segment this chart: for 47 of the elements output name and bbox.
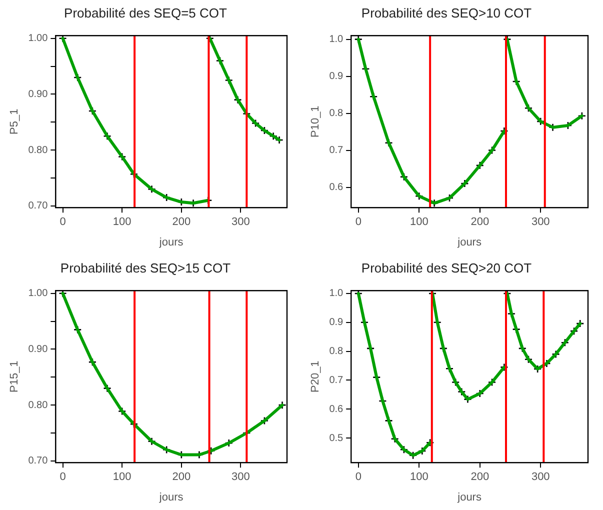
chart-title: Probabilité des SEQ>20 COT — [361, 260, 532, 276]
x-tick-label: 0 — [60, 216, 66, 228]
x-tick-label: 200 — [172, 216, 191, 228]
x-tick-label: 200 — [470, 216, 490, 228]
y-tick-label: 0.9 — [329, 71, 344, 82]
y-tick-label: 0.80 — [28, 144, 48, 156]
y-axis-title: P15_1 — [8, 360, 21, 393]
y-tick-label: 0.70 — [28, 456, 48, 467]
x-tick-label: 300 — [531, 471, 550, 484]
x-tick-label: 0 — [355, 471, 362, 484]
y-tick-label: 0.8 — [329, 346, 344, 358]
y-tick-label: 0.9 — [329, 317, 344, 328]
chart-title: Probabilité des SEQ>10 COT — [361, 5, 532, 20]
x-tick-label: 300 — [232, 216, 250, 228]
y-tick-label: 0.6 — [329, 404, 344, 415]
x-axis-title: jours — [158, 491, 184, 504]
x-tick-label: 100 — [410, 216, 428, 228]
x-axis-title: jours — [158, 236, 184, 248]
chart-title: Probabilité des SEQ=5 COT — [64, 5, 228, 20]
y-tick-label: 1.0 — [329, 34, 344, 46]
y-tick-label: 1.00 — [28, 33, 48, 44]
x-tick-label: 0 — [355, 216, 362, 228]
y-tick-label: 0.90 — [28, 88, 48, 100]
x-tick-label: 100 — [410, 471, 428, 484]
y-tick-label: 0.90 — [28, 344, 48, 355]
x-tick-label: 100 — [112, 216, 132, 228]
y-tick-label: 0.8 — [329, 108, 344, 120]
y-tick-label: 0.5 — [329, 432, 344, 444]
x-tick-label: 0 — [60, 471, 66, 484]
y-tick-label: 0.7 — [329, 374, 344, 386]
x-axis-title: jours — [456, 236, 482, 248]
y-tick-label: 0.7 — [329, 145, 344, 156]
x-tick-label: 300 — [232, 471, 250, 484]
y-tick-label: 1.00 — [28, 288, 48, 300]
y-axis-title: P10_1 — [310, 106, 322, 138]
chart-title: Probabilité des SEQ>15 COT — [60, 260, 231, 276]
y-axis-title: P20_1 — [310, 360, 322, 393]
x-tick-label: 200 — [470, 471, 490, 484]
y-tick-label: 0.70 — [28, 200, 48, 212]
y-tick-label: 0.6 — [329, 182, 344, 194]
y-axis-title: P5_1 — [8, 108, 21, 134]
y-tick-label: 1.0 — [329, 288, 344, 300]
x-axis-title: jours — [456, 491, 482, 504]
y-tick-label: 0.80 — [28, 400, 48, 411]
x-tick-label: 300 — [531, 216, 550, 228]
x-tick-label: 200 — [172, 471, 191, 484]
x-tick-label: 100 — [112, 471, 132, 484]
